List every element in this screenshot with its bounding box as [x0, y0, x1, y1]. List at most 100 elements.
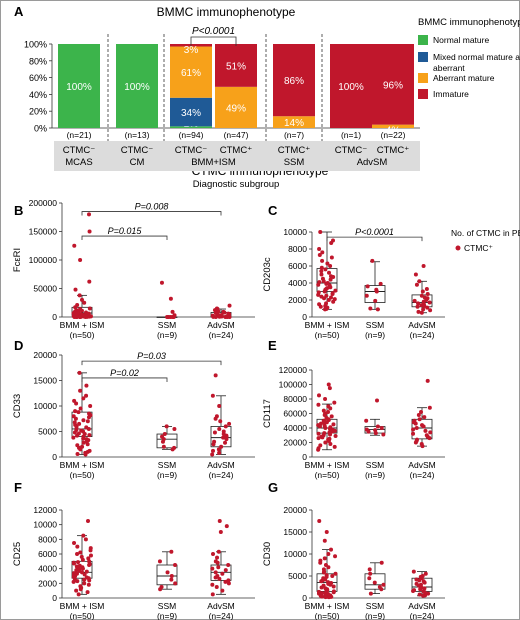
data-point: [84, 569, 89, 574]
data-point: [365, 284, 370, 289]
data-point: [210, 566, 215, 571]
data-point: [329, 241, 334, 246]
category-label: SSM: [158, 320, 176, 330]
data-point: [222, 310, 227, 315]
data-point: [83, 315, 88, 319]
bar-data-label: 3%: [184, 45, 199, 56]
data-point: [71, 579, 76, 584]
data-point: [218, 530, 223, 534]
bar-data-label: 51%: [226, 61, 246, 72]
bar-segment: [273, 44, 315, 117]
category-n-label: (n=24): [410, 330, 435, 340]
data-point: [323, 307, 328, 312]
data-point: [223, 440, 228, 445]
data-point: [71, 435, 76, 440]
data-point: [316, 292, 321, 297]
data-point: [320, 435, 325, 440]
data-point: [331, 299, 336, 304]
bar-data-label: 34%: [181, 108, 201, 119]
bar-segment: [116, 44, 158, 128]
box: [156, 433, 178, 449]
data-point: [73, 416, 78, 421]
data-point: [214, 585, 219, 589]
bar-data-label: 4%: [386, 126, 401, 137]
data-point: [318, 560, 323, 565]
data-point: [316, 402, 321, 407]
y-tick-label: 5000: [38, 427, 57, 437]
panel-a-stacked-bar-chart: 0%20%40%60%80%100%100%(n=21)100%(n=13)2%…: [24, 17, 520, 190]
y-axis-title: CD117: [262, 399, 273, 428]
data-point: [373, 298, 378, 303]
data-point: [331, 584, 336, 589]
data-point: [75, 433, 80, 438]
data-point: [88, 404, 93, 408]
data-point: [170, 309, 175, 314]
data-point: [367, 576, 372, 581]
y-tick-label: 12000: [33, 505, 57, 515]
data-point: [414, 426, 419, 430]
category-ctmc-label: CTMC⁺: [278, 145, 310, 156]
data-point: [78, 550, 83, 555]
data-point: [333, 288, 338, 293]
data-point: [80, 297, 85, 302]
data-point: [333, 571, 338, 576]
data-point: [422, 415, 427, 420]
panel-f-cd25-boxplot: 0 2000 4000 6000 8000 10000 12000 CD25 BMM + ISM…: [12, 505, 255, 620]
legend-swatch: [418, 35, 428, 45]
data-point: [370, 258, 375, 263]
data-point: [87, 212, 92, 217]
data-point: [321, 279, 326, 284]
data-point: [416, 301, 421, 306]
data-point: [80, 566, 85, 571]
data-point: [87, 229, 92, 234]
y-tick-label: 4000: [288, 278, 307, 288]
data-point: [82, 581, 87, 586]
data-point: [419, 293, 424, 298]
data-point: [72, 315, 77, 319]
category-ctmc-label: CTMC⁻: [335, 145, 367, 156]
category-n-label: (n=9): [365, 470, 385, 480]
data-point: [364, 293, 369, 298]
data-point: [328, 406, 333, 411]
data-point: [419, 310, 424, 315]
significance-bracket: [326, 236, 423, 242]
data-point: [210, 452, 215, 457]
data-point: [424, 286, 429, 291]
data-point: [226, 563, 231, 567]
data-point: [213, 575, 218, 580]
data-point: [326, 298, 331, 302]
data-point: [159, 280, 164, 285]
data-point: [87, 433, 92, 438]
data-point: [323, 397, 328, 401]
data-point: [321, 570, 326, 575]
data-point: [418, 587, 423, 592]
data-point: [86, 415, 91, 420]
data-point: [317, 424, 322, 429]
legend-entry: Immature: [433, 89, 469, 99]
category-n-label: (n=50): [315, 330, 340, 340]
data-point: [332, 400, 337, 405]
subgroup-label: BMM+ISM: [191, 157, 236, 168]
data-point: [422, 590, 427, 595]
y-tick-label: 0: [302, 593, 307, 603]
data-point: [226, 581, 231, 586]
data-point: [161, 444, 166, 449]
data-point: [83, 537, 88, 542]
y-tick-label: 100000: [29, 255, 58, 265]
data-point: [319, 272, 324, 277]
data-point: [75, 451, 80, 456]
category-n-label: (n=24): [209, 470, 234, 480]
data-point: [323, 426, 328, 430]
category-n-label: (n=9): [365, 330, 385, 340]
data-point: [79, 308, 84, 313]
legend-title: No. of CTMC in PB: [451, 228, 520, 238]
y-tick-label: 150000: [29, 227, 58, 237]
category-n-label: (n=50): [70, 330, 95, 340]
y-axis-title: CD33: [12, 394, 23, 418]
data-point: [162, 432, 167, 437]
data-point: [216, 549, 221, 554]
data-point: [368, 591, 373, 596]
data-point: [375, 398, 380, 403]
data-point: [83, 452, 88, 457]
category-label: BMM + ISM: [60, 460, 105, 470]
